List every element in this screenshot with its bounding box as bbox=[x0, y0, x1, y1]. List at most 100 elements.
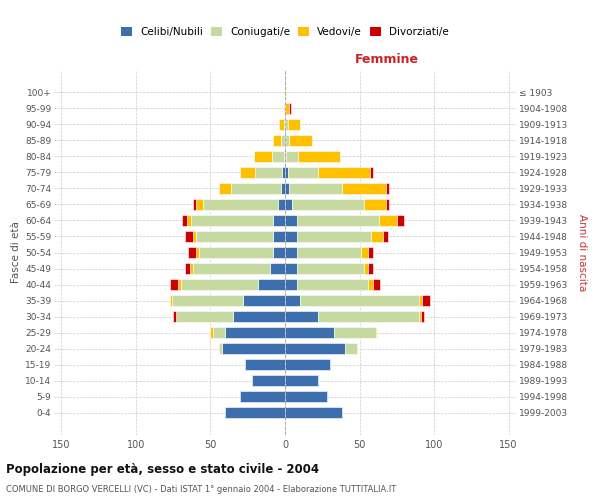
Bar bbox=[364, 262, 368, 274]
Bar bbox=[273, 246, 285, 258]
Bar bbox=[279, 118, 284, 130]
Bar bbox=[285, 150, 286, 162]
Bar bbox=[285, 279, 297, 290]
Bar bbox=[289, 102, 291, 114]
Bar bbox=[285, 391, 327, 402]
Bar bbox=[273, 230, 285, 242]
Bar bbox=[203, 198, 278, 210]
Bar bbox=[386, 182, 389, 194]
Bar bbox=[285, 246, 297, 258]
Bar bbox=[185, 230, 193, 242]
Bar bbox=[199, 246, 273, 258]
Bar bbox=[270, 262, 285, 274]
Bar bbox=[233, 311, 285, 322]
Bar bbox=[185, 262, 190, 274]
Bar bbox=[220, 182, 232, 194]
Bar bbox=[285, 198, 292, 210]
Bar bbox=[285, 134, 289, 146]
Bar bbox=[318, 311, 419, 322]
Bar bbox=[397, 214, 404, 226]
Bar bbox=[254, 150, 272, 162]
Bar bbox=[318, 166, 370, 178]
Bar bbox=[285, 359, 330, 370]
Bar bbox=[258, 279, 285, 290]
Bar bbox=[182, 214, 187, 226]
Bar bbox=[285, 182, 289, 194]
Bar bbox=[368, 246, 373, 258]
Bar bbox=[178, 279, 181, 290]
Bar bbox=[297, 262, 364, 274]
Bar bbox=[376, 327, 377, 338]
Bar bbox=[214, 327, 226, 338]
Bar bbox=[240, 391, 285, 402]
Bar bbox=[232, 182, 281, 194]
Bar bbox=[193, 262, 270, 274]
Bar bbox=[190, 262, 193, 274]
Bar bbox=[285, 295, 300, 306]
Bar bbox=[421, 311, 424, 322]
Bar bbox=[170, 295, 172, 306]
Bar bbox=[419, 311, 421, 322]
Bar bbox=[281, 182, 285, 194]
Bar bbox=[211, 327, 214, 338]
Bar bbox=[176, 311, 233, 322]
Bar bbox=[196, 230, 273, 242]
Bar bbox=[341, 182, 386, 194]
Bar bbox=[368, 262, 373, 274]
Bar bbox=[173, 311, 176, 322]
Bar bbox=[284, 102, 285, 114]
Bar bbox=[383, 230, 388, 242]
Bar bbox=[285, 86, 286, 98]
Bar bbox=[188, 246, 196, 258]
Bar bbox=[278, 198, 285, 210]
Bar bbox=[285, 407, 341, 418]
Bar bbox=[191, 214, 273, 226]
Bar bbox=[285, 375, 318, 386]
Text: COMUNE DI BORGO VERCELLI (VC) - Dati ISTAT 1° gennaio 2004 - Elaborazione TUTTIT: COMUNE DI BORGO VERCELLI (VC) - Dati IST… bbox=[6, 485, 396, 494]
Bar bbox=[285, 102, 289, 114]
Bar bbox=[300, 295, 419, 306]
Text: Femmine: Femmine bbox=[355, 54, 419, 66]
Bar bbox=[281, 134, 285, 146]
Bar bbox=[344, 343, 356, 354]
Bar bbox=[288, 118, 300, 130]
Bar bbox=[368, 279, 373, 290]
Bar bbox=[334, 327, 376, 338]
Bar bbox=[181, 279, 258, 290]
Bar bbox=[273, 214, 285, 226]
Bar bbox=[193, 198, 196, 210]
Text: Popolazione per età, sesso e stato civile - 2004: Popolazione per età, sesso e stato civil… bbox=[6, 462, 319, 475]
Bar bbox=[297, 279, 368, 290]
Legend: Celibi/Nubili, Coniugati/e, Vedovi/e, Divorziati/e: Celibi/Nubili, Coniugati/e, Vedovi/e, Di… bbox=[118, 24, 452, 40]
Bar bbox=[284, 118, 285, 130]
Bar bbox=[364, 198, 386, 210]
Bar bbox=[196, 198, 203, 210]
Bar bbox=[386, 198, 389, 210]
Bar bbox=[285, 118, 288, 130]
Bar bbox=[285, 230, 297, 242]
Bar bbox=[196, 246, 199, 258]
Bar bbox=[419, 295, 422, 306]
Bar bbox=[379, 214, 397, 226]
Bar bbox=[226, 407, 285, 418]
Bar bbox=[284, 150, 285, 162]
Bar bbox=[297, 246, 361, 258]
Bar bbox=[272, 150, 284, 162]
Bar bbox=[170, 279, 178, 290]
Bar bbox=[282, 166, 285, 178]
Bar bbox=[245, 359, 285, 370]
Bar bbox=[252, 375, 285, 386]
Bar bbox=[226, 327, 285, 338]
Bar bbox=[297, 214, 379, 226]
Bar bbox=[243, 295, 285, 306]
Bar bbox=[285, 214, 297, 226]
Bar bbox=[371, 230, 383, 242]
Y-axis label: Fasce di età: Fasce di età bbox=[11, 222, 21, 284]
Bar bbox=[361, 246, 368, 258]
Bar bbox=[220, 343, 223, 354]
Bar bbox=[255, 166, 282, 178]
Bar bbox=[285, 327, 334, 338]
Bar bbox=[240, 166, 255, 178]
Bar bbox=[273, 134, 281, 146]
Y-axis label: Anni di nascita: Anni di nascita bbox=[577, 214, 587, 291]
